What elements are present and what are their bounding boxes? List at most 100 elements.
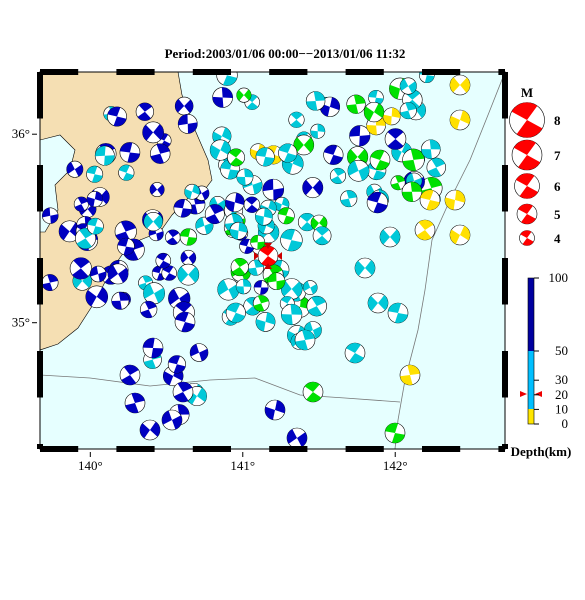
beachball-quadrant bbox=[516, 173, 538, 199]
beachball-quadrant bbox=[66, 161, 83, 177]
beachball-quadrant bbox=[236, 279, 251, 294]
depth-tick-label: 50 bbox=[555, 343, 568, 358]
beachball-quadrant bbox=[295, 330, 315, 350]
beachball-quadrant bbox=[385, 422, 405, 443]
beachball-quadrant bbox=[87, 191, 103, 207]
beachball-quadrant bbox=[315, 226, 330, 245]
beachball-quadrant bbox=[137, 102, 153, 121]
border-segment bbox=[192, 69, 231, 75]
beachball-quadrant bbox=[161, 410, 182, 430]
beachball-quadrant bbox=[236, 168, 254, 186]
border-segment bbox=[502, 72, 508, 119]
beachball-quadrant bbox=[111, 292, 129, 310]
beachball-quadrant bbox=[95, 146, 115, 166]
border-segment bbox=[502, 165, 508, 212]
beachball-quadrant bbox=[450, 77, 470, 93]
main-event-marker bbox=[254, 243, 282, 269]
beachball-quadrant bbox=[450, 110, 470, 130]
beachball-quadrant bbox=[42, 207, 59, 224]
beachball-quadrant bbox=[368, 90, 384, 106]
beachball-quadrant bbox=[248, 259, 264, 276]
beachball-quadrant bbox=[388, 302, 408, 324]
beachball-quadrant bbox=[86, 166, 103, 183]
beachball-quadrant bbox=[143, 214, 163, 229]
x-tick-label: 142° bbox=[383, 458, 408, 473]
beachball-quadrant bbox=[259, 246, 277, 266]
magnitude-title: M bbox=[521, 85, 533, 100]
beachball-quadrant bbox=[346, 343, 364, 363]
beachball-quadrant bbox=[220, 159, 240, 180]
beachball-quadrant bbox=[255, 312, 276, 332]
border-segment bbox=[37, 258, 43, 305]
beachball-quadrant bbox=[239, 239, 254, 254]
frame-border bbox=[37, 69, 508, 452]
beachball-quadrant bbox=[402, 181, 422, 202]
depth-band bbox=[528, 278, 534, 351]
beachball-quadrant bbox=[175, 312, 195, 332]
beachball-quadrant bbox=[212, 87, 233, 108]
beachball-quadrant bbox=[142, 124, 164, 141]
beachball-quadrant bbox=[205, 204, 224, 224]
beachball-quadrant bbox=[347, 149, 368, 165]
beachball-quadrant bbox=[87, 218, 104, 235]
beachball-quadrant bbox=[366, 115, 386, 135]
beachball-quadrant bbox=[400, 78, 417, 94]
depth-label: Depth(km) bbox=[511, 444, 572, 459]
beachball-quadrant bbox=[402, 148, 425, 171]
beachball-quadrant bbox=[190, 344, 209, 362]
beachball-quadrant bbox=[310, 124, 325, 139]
beachball-quadrant bbox=[166, 229, 180, 245]
beachball-quadrant bbox=[355, 260, 376, 276]
magnitude-legend: 8 7 6 5 4 bbox=[509, 102, 561, 246]
border-segment bbox=[37, 165, 43, 212]
beachball-quadrant bbox=[253, 295, 269, 312]
beachball-quadrant bbox=[217, 279, 240, 300]
beachball-quadrant bbox=[245, 196, 259, 213]
beachball-quadrant bbox=[121, 365, 139, 385]
beachball-quadrant bbox=[85, 287, 108, 307]
beachball-quadrant bbox=[149, 183, 165, 196]
axes: 140° 141° 142° 35° 36° bbox=[12, 126, 408, 473]
beachball-quadrant bbox=[302, 179, 323, 196]
beachball-quadrant bbox=[303, 281, 318, 295]
border-segment bbox=[192, 446, 231, 452]
beachball-quadrant bbox=[349, 125, 370, 147]
beachball-quadrant bbox=[162, 265, 176, 281]
title: Period:2003/01/06 00:00−−2013/01/06 11:3… bbox=[165, 46, 406, 61]
y-tick-label: 35° bbox=[12, 315, 30, 330]
beachball-quadrant bbox=[304, 382, 322, 402]
beachball-quadrant bbox=[177, 266, 199, 283]
magnitude-label: 6 bbox=[554, 179, 561, 194]
beachball-quadrant bbox=[217, 72, 237, 86]
beachball-quadrant bbox=[445, 190, 466, 210]
mechanisms bbox=[41, 72, 471, 449]
beachball-quadrant bbox=[274, 197, 289, 212]
depth-tick-label: 20 bbox=[555, 387, 568, 402]
trench-line bbox=[394, 72, 505, 449]
magnitude-label: 5 bbox=[554, 207, 561, 222]
beachball-quadrant bbox=[304, 321, 322, 339]
y-tick-label: 36° bbox=[12, 126, 30, 141]
beachball-quadrant bbox=[228, 148, 244, 167]
border-segment bbox=[498, 446, 505, 452]
x-tick-label: 140° bbox=[78, 458, 103, 473]
beachball-quadrant bbox=[138, 275, 153, 290]
beachball-quadrant bbox=[168, 355, 186, 374]
beachball-quadrant bbox=[59, 222, 81, 241]
x-tick-label: 141° bbox=[230, 458, 255, 473]
border-segment bbox=[498, 69, 505, 75]
beachball-quadrant bbox=[346, 94, 366, 114]
beachball-quadrant bbox=[119, 142, 140, 163]
beachball-quadrant bbox=[178, 114, 198, 134]
beachball-quadrant bbox=[143, 338, 163, 358]
beachball-quadrant bbox=[278, 207, 295, 224]
beachball-quadrant bbox=[210, 140, 231, 160]
beachball-quadrant bbox=[364, 103, 384, 121]
border-segment bbox=[345, 69, 384, 75]
beachball-quadrant bbox=[195, 217, 214, 235]
border-segment bbox=[269, 69, 308, 75]
beachball-quadrant bbox=[180, 228, 197, 246]
beachball-quadrant bbox=[347, 160, 370, 181]
beachball-quadrant bbox=[306, 91, 326, 111]
beachball-quadrant bbox=[387, 128, 404, 150]
